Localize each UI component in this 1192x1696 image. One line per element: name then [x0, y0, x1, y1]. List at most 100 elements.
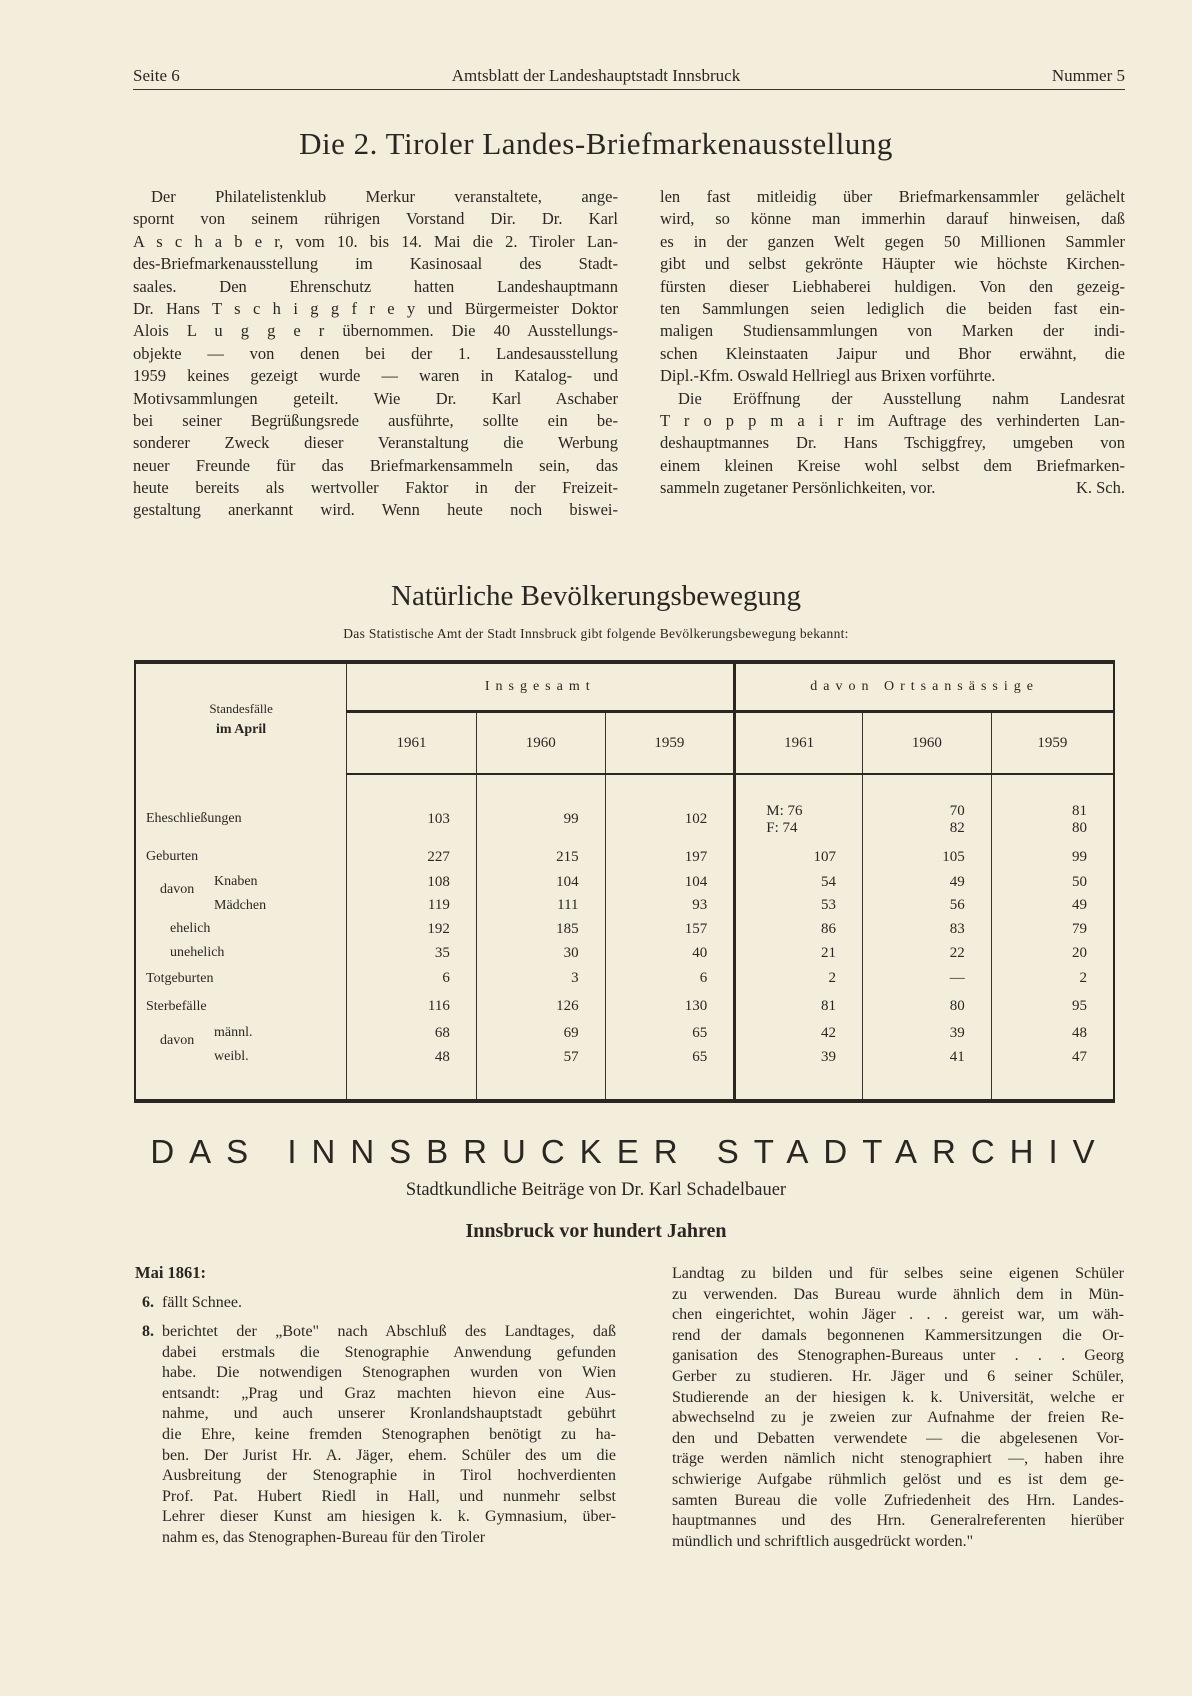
text-line: bei seiner Begrüßungsrede ausführte, sol…	[133, 410, 618, 432]
text-line-content: Gerber zu studieren. Hr. Jäger und 6 sei…	[672, 1367, 1124, 1385]
section-title-stadtarchiv: DAS INNSBRUCKER STADTARCHIV	[150, 1133, 1110, 1170]
text-line: Alois L u g g e r übernommen. Die 40 Aus…	[133, 320, 618, 342]
text-line-content: nahm es, das Stenographen-Bureau für den…	[162, 1528, 486, 1546]
text-line-content: Landtag zu bilden und für selbes seine e…	[672, 1265, 1124, 1282]
text-line: Dipl.-Kfm. Oswald Hellriegl aus Brixen v…	[660, 365, 1125, 387]
table-cell: 50	[990, 870, 1115, 894]
text-line: nahme, und auch unserer Kronlandshauptst…	[162, 1404, 616, 1425]
table-cell: 116	[346, 992, 477, 1021]
table-cell: 68	[346, 1021, 477, 1045]
text-line-content: saales. Den Ehrenschutz hatten Landeshau…	[133, 276, 618, 296]
group-header-local: davon Ortsansässige	[733, 662, 1115, 713]
text-line-content: deshauptmannes Dr. Hans Tschiggfrey, umg…	[660, 433, 1125, 453]
table-row: männl. davon 68 69 65 42 39 48	[134, 1021, 1115, 1048]
text-line: träge werden nämlich nicht stenographier…	[672, 1449, 1124, 1470]
text-line: ten Sammlungen seien lediglich die beide…	[660, 298, 1125, 320]
text-line-content: T r o p p m a i r im Auftrage des verhin…	[660, 410, 1125, 430]
text-line: Studierende an der hiesigen k. k. Univer…	[672, 1388, 1124, 1409]
text-line: chen eingerichtet, wohin Jäger . . . ger…	[672, 1305, 1124, 1326]
text-line-content: den und Debatten verwendete — die abgele…	[672, 1429, 1124, 1447]
text-line: heute bereits als wertvoller Faktor in d…	[133, 477, 618, 499]
date-heading: Mai 1861:	[135, 1263, 207, 1282]
row-label-text: Geburten	[146, 849, 199, 864]
text-line: berichtet der „Bote" nach Abschluß des L…	[162, 1322, 616, 1343]
entry-6: 6. fällt Schnee.	[135, 1292, 616, 1322]
page-number: Seite 6	[133, 66, 180, 85]
row-label-text: männl.	[214, 1025, 253, 1040]
text-line: nahm es, das Stenographen-Bureau für den…	[162, 1528, 616, 1549]
text-line: Die Eröffnung der Ausstellung nahm Lande…	[660, 388, 1125, 410]
table-cell: 192	[346, 917, 477, 941]
table-row: Geburten 227 215 197 107 105 99	[134, 844, 1115, 870]
table-cell: 20	[990, 941, 1115, 965]
table-cell: 2	[990, 965, 1115, 992]
year-header: 1961	[346, 711, 477, 775]
table-cell: 65	[604, 1045, 736, 1101]
text-line-content: hauptmannes und des Hrn. Generalreferent…	[672, 1512, 1124, 1530]
table-cell: 126	[475, 992, 606, 1021]
population-table: Standesfälle im April Insgesamt davon Or…	[134, 660, 1115, 1103]
table-cell: 95	[990, 992, 1115, 1021]
text-line-content: 1959 keines gezeigt wurde — waren in Kat…	[133, 366, 618, 386]
table-cell: 56	[862, 894, 992, 917]
table-cell: 107	[733, 844, 864, 870]
text-line-content: es in der ganzen Welt gegen 50 Millionen…	[660, 231, 1125, 251]
table-cell: 81 80	[990, 774, 1115, 844]
text-line-content: mündlich und schriftlich ausgedrückt wor…	[672, 1532, 974, 1550]
table-cell: 53	[733, 894, 864, 917]
text-line-content: rend der damals begonnenen Kammersitzung…	[672, 1326, 1124, 1344]
label-header-line2: im April	[216, 721, 267, 737]
table-cell: 119	[346, 894, 477, 917]
text-line-content: ten Sammlungen seien lediglich die beide…	[660, 298, 1125, 318]
table-cell: 105	[862, 844, 992, 870]
row-label: Geburten	[134, 844, 348, 870]
table-cell: 79	[990, 917, 1115, 941]
table-cell: 86	[733, 917, 864, 941]
article-title-stamp-exhibition: Die 2. Tiroler Landes-Briefmarkenausstel…	[299, 126, 893, 161]
table-cell-line: 82	[949, 819, 965, 836]
row-label: Totgeburten	[134, 965, 348, 992]
table-cell: 197	[604, 844, 736, 870]
text-line: habe. Die notwendigen Stenographen wurde…	[162, 1363, 616, 1384]
row-label: ehelich	[134, 917, 348, 941]
text-line: T r o p p m a i r im Auftrage des verhin…	[660, 410, 1125, 432]
publication-title: Amtsblatt der Landeshauptstadt Innsbruck	[451, 66, 741, 85]
table-cell: 103	[346, 774, 477, 844]
text-line-content: Studierende an der hiesigen k. k. Univer…	[672, 1388, 1124, 1406]
entry-8: 8. berichtet der „Bote" nach Abschluß de…	[135, 1322, 616, 1549]
table-cell: 41	[862, 1045, 992, 1101]
table-cell: 3	[475, 965, 606, 992]
row-label-text: Mädchen	[214, 897, 267, 913]
text-line-content: schwierige Aufgabe rühmlich gelöst und e…	[672, 1470, 1124, 1488]
table-row: Knaben davon 108 104 104 54 49 50	[134, 870, 1115, 897]
article-title-population: Natürliche Bevölkerungsbewegung	[391, 580, 801, 612]
table-cell: 215	[475, 844, 606, 870]
year-header: 1960	[475, 711, 606, 775]
table-cell: 30	[475, 941, 606, 965]
table-cell: 47	[990, 1045, 1115, 1101]
table-row: ehelich 192 185 157 86 83 79	[134, 917, 1115, 941]
header-divider	[133, 89, 1125, 90]
table-cell: 6	[604, 965, 736, 992]
row-group-label: davon	[160, 882, 195, 897]
text-line-content: heute bereits als wertvoller Faktor in d…	[133, 478, 618, 498]
table-cell: 130	[604, 992, 736, 1021]
table-cell: 99	[990, 844, 1115, 870]
text-line: 1959 keines gezeigt wurde — waren in Kat…	[133, 365, 618, 387]
table-row: Mädchen 119 111 93 53 56 49	[134, 894, 1115, 917]
year-header: 1961	[733, 711, 864, 775]
text-line: neuer Freunde für das Briefmarkensammeln…	[133, 455, 618, 477]
text-line-content: einem kleinen Kreise wohl selbst dem Bri…	[660, 455, 1125, 475]
article3-right-column: Landtag zu bilden und für selbes seine e…	[672, 1264, 1124, 1552]
table-cell: 102	[604, 774, 736, 844]
table-cell: M: 76 F: 74	[733, 774, 864, 844]
table-cell: 70 82	[862, 774, 992, 844]
table-cell: 39	[733, 1045, 864, 1101]
text-line: objekte — von denen bei der 1. Landesaus…	[133, 343, 618, 365]
text-line: Dr. Hans T s c h i g g f r e y und Bürge…	[133, 298, 618, 320]
section-subtitle: Stadtkundliche Beiträge von Dr. Karl Sch…	[405, 1180, 787, 1200]
text-line: K. Sch. sammeln zugetaner Persönlichkeite…	[660, 477, 1125, 499]
text-line-content: träge werden nämlich nicht stenographier…	[672, 1450, 1124, 1468]
entry-6-text: fällt Schnee.	[162, 1294, 242, 1311]
text-line: die Ehre, keine fremden Stenographen ben…	[162, 1425, 616, 1446]
